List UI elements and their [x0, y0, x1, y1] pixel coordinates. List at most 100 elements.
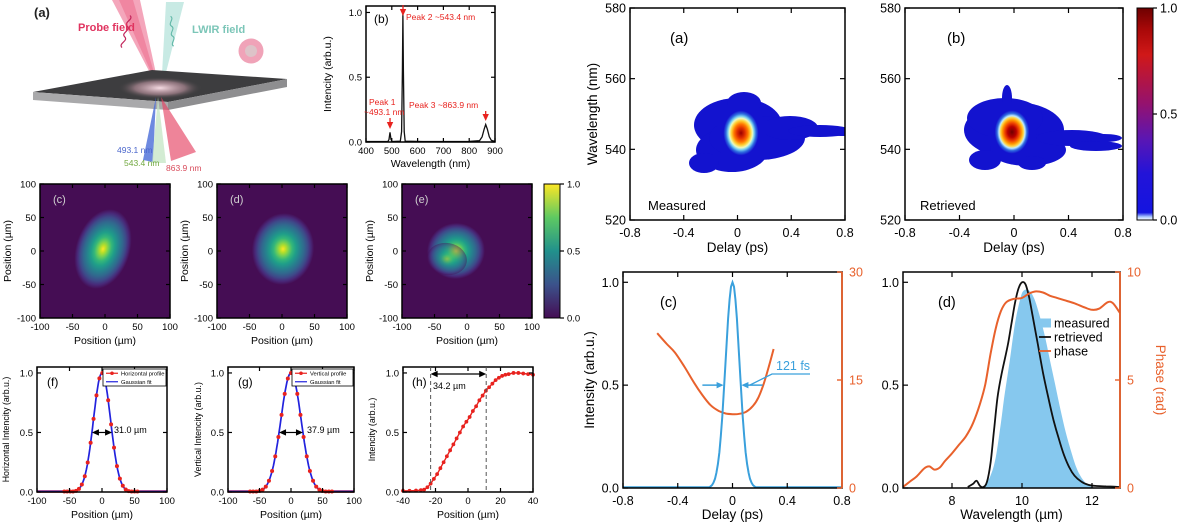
- x-tick-label: 0.8: [836, 226, 853, 240]
- x-tick-label: -0.8: [612, 494, 634, 508]
- lwir-beam: [161, 2, 184, 92]
- series-dot: [106, 398, 111, 403]
- series-dot: [516, 371, 521, 375]
- legend-label: measured: [1054, 317, 1110, 331]
- heatmap-blob: [427, 242, 467, 276]
- output-beam-green: [152, 97, 166, 163]
- x-tick-label: 12: [1085, 494, 1099, 508]
- x-tick-label: -50: [66, 322, 80, 333]
- y-tick-label: -50: [22, 280, 36, 291]
- arrow-head: [482, 114, 489, 121]
- right-a: -0.8 -0.4 0 0.4 0.8 520 540 560 580 Delay (ps) Wav…: [585, 2, 854, 256]
- annotation-text: 34.2 µm: [433, 381, 466, 391]
- arrow-head: [399, 9, 407, 16]
- y-tick-label: 520: [605, 214, 626, 228]
- heatmap-blob: [716, 101, 766, 165]
- y-tick-label: 560: [880, 72, 901, 86]
- series-dot: [279, 412, 284, 417]
- x-tick-label: 100: [162, 322, 178, 333]
- right-a-heatmap: [630, 8, 845, 220]
- heatmap-blob: [1070, 141, 1122, 151]
- x-tick-label: 0: [99, 496, 104, 507]
- x-tick-label: -0.8: [894, 226, 916, 240]
- y-tick-label: 0: [31, 246, 36, 257]
- series-dot: [273, 454, 278, 459]
- x-tick-label: 0: [279, 322, 284, 333]
- series-dot: [496, 375, 501, 380]
- x-axis-label: Position (µm): [71, 509, 133, 521]
- interaction-glow: [118, 77, 202, 99]
- wavelength-green-label: 543.4 nm: [124, 158, 159, 168]
- series-line: [623, 279, 842, 489]
- x-tick-label: 8: [949, 494, 956, 508]
- arrow-head: [279, 429, 287, 436]
- series-dot: [454, 436, 459, 441]
- y-tick-label: 100: [382, 179, 398, 190]
- y-axis-label: Position (µm): [364, 220, 376, 282]
- legend-box: [102, 368, 167, 387]
- colorbar-tick-label: 0.5: [567, 246, 580, 257]
- heatmap-blob: [829, 128, 845, 136]
- y-tick-label: 1.0: [882, 276, 899, 290]
- left-cbar-bar: [543, 183, 561, 319]
- series-line: [967, 281, 1121, 489]
- right-b-heatmap: [905, 8, 1123, 220]
- y-axis-label: Vertical Intencity (arb.u.): [193, 382, 203, 477]
- series-dot: [123, 487, 128, 492]
- series-dot: [503, 372, 508, 377]
- probe-pulse-squiggle: [120, 15, 132, 48]
- series-dot: [112, 445, 117, 450]
- right-tick-label: 30: [849, 266, 863, 280]
- panel-letter: (f): [47, 375, 58, 389]
- series-dot: [428, 481, 433, 486]
- arrow-head: [91, 429, 99, 436]
- panel-letter: (d): [938, 295, 956, 311]
- right-cbar-bar: [1136, 7, 1154, 221]
- x-axis-label: Position (µm): [260, 509, 322, 521]
- pulse-cross-section-inner: [245, 45, 257, 57]
- series-dot: [311, 478, 316, 483]
- left-e-heatmap: [402, 184, 532, 318]
- series-dot: [477, 398, 482, 403]
- series-dot: [500, 374, 505, 378]
- x-tick-label: -100: [30, 322, 49, 333]
- panel-letter: (g): [238, 375, 253, 389]
- y-tick-label: 100: [197, 179, 213, 190]
- x-axis-label: Delay (ps): [707, 240, 769, 255]
- series-dot: [79, 482, 84, 487]
- x-tick-label: -50: [428, 322, 442, 333]
- y-tick-label: 0.5: [211, 428, 224, 439]
- x-tick-label: -20: [429, 496, 443, 507]
- y-axis-label: Intencity (arb.u.): [322, 36, 334, 112]
- arrow-head: [386, 122, 394, 129]
- x-axis-label: Delay (ps): [702, 507, 764, 522]
- annotation-text: Peak 1: [369, 97, 396, 107]
- y-tick-label: 540: [880, 143, 901, 157]
- axes-box: [365, 5, 496, 143]
- left-f: -100 -50 0 50 100 0.0 0.5 1.0 Position (µm) Horiz…: [1, 366, 175, 521]
- x-tick-label: -100: [207, 322, 226, 333]
- series-fill: [973, 289, 1099, 488]
- y-tick-label: 1.0: [349, 8, 362, 19]
- x-tick-label: 50: [132, 322, 143, 333]
- x-tick-label: -50: [63, 496, 77, 507]
- annotation-text: Peak 3 ~863.9 nm: [409, 100, 478, 110]
- y-tick-label: 0.5: [349, 73, 362, 84]
- x-tick-label: 400: [358, 146, 374, 157]
- x-tick-label: 100: [524, 322, 540, 333]
- x-tick-label: 0: [734, 226, 741, 240]
- series-dot: [282, 391, 287, 396]
- x-tick-label: 50: [129, 496, 140, 507]
- series-dot: [461, 424, 466, 429]
- annotation-connector: [749, 373, 810, 386]
- right-tick-label: 0: [849, 482, 856, 496]
- series-dot: [451, 442, 456, 447]
- series-dot: [307, 469, 312, 474]
- x-tick-label: -50: [253, 496, 267, 507]
- x-tick-label: -0.8: [619, 226, 641, 240]
- right-b: -0.8 -0.4 0 0.4 0.8 520 540 560 580 Delay (ps) (b)…: [880, 2, 1132, 256]
- x-tick-label: 700: [435, 146, 451, 157]
- left-g: -100 -50 0 50 100 0.0 0.5 1.0 Position (µm) Verti…: [193, 366, 362, 521]
